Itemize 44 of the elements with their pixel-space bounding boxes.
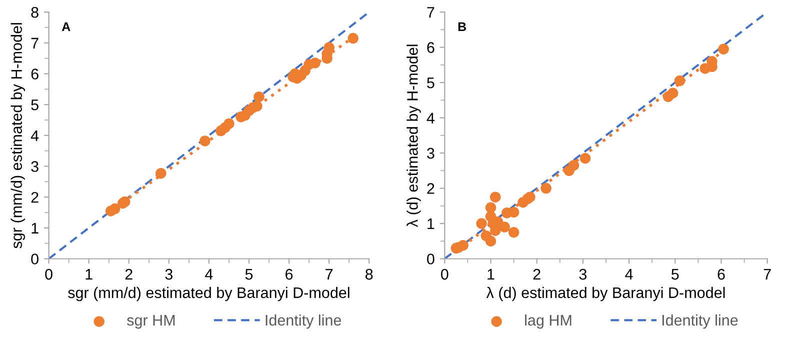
y-axis-title: λ (d) estimated by H-model bbox=[406, 44, 421, 227]
y-tick-label: 8 bbox=[31, 6, 38, 18]
legend-label: sgr HM bbox=[127, 314, 175, 329]
legend-label: Identity line bbox=[266, 314, 342, 329]
y-tick-label: 4 bbox=[426, 112, 434, 124]
x-tick-label: 7 bbox=[764, 269, 771, 280]
x-tick-label: 4 bbox=[205, 269, 213, 280]
y-tick-label: 2 bbox=[427, 183, 434, 194]
x-tick-label: 8 bbox=[366, 268, 373, 280]
y-tick-label: 0 bbox=[31, 254, 38, 264]
x-tick-label: 4 bbox=[625, 269, 633, 280]
y-tick-label: 3 bbox=[31, 161, 38, 172]
x-tick-label: 2 bbox=[125, 268, 132, 280]
y-tick-label: 1 bbox=[428, 218, 434, 230]
x-tick-label: 6 bbox=[718, 268, 725, 280]
x-tick-label: 5 bbox=[671, 269, 679, 280]
y-tick-label: 6 bbox=[427, 42, 434, 53]
y-tick-label: 7 bbox=[427, 7, 434, 18]
y-tick-label: 6 bbox=[31, 68, 38, 80]
x-tick-label: 0 bbox=[441, 268, 448, 280]
annotation: A bbox=[62, 22, 70, 31]
x-tick-label: 1 bbox=[488, 269, 494, 280]
y-tick-label: 3 bbox=[427, 148, 434, 159]
x-axis-title: λ (d) estimated by Baranyi D-model bbox=[486, 286, 725, 302]
y-tick-label: 0 bbox=[427, 254, 434, 264]
y-tick-label: 2 bbox=[31, 192, 38, 203]
x-tick-label: 5 bbox=[245, 269, 253, 280]
x-tick-label: 1 bbox=[86, 269, 92, 280]
y-axis-title: sgr (mm/d) estimated by H-model bbox=[10, 23, 26, 248]
y-tick-label: 4 bbox=[30, 130, 39, 141]
legend-label: Identity line bbox=[662, 314, 738, 329]
y-tick-label: 5 bbox=[31, 100, 38, 110]
x-tick-label: 2 bbox=[533, 268, 540, 280]
x-tick-label: 0 bbox=[45, 268, 52, 280]
x-tick-label: 6 bbox=[286, 268, 293, 280]
y-tick-label: 7 bbox=[31, 38, 38, 48]
legend-label: lag HM bbox=[525, 314, 572, 329]
x-tick-label: 3 bbox=[579, 268, 587, 280]
y-tick-label: 5 bbox=[427, 78, 434, 88]
y-tick-label: 1 bbox=[32, 222, 38, 234]
x-tick-label: 3 bbox=[165, 268, 172, 280]
x-axis-title: sgr (mm/d) estimated by Baranyi D-model bbox=[68, 286, 350, 302]
annotation: B bbox=[458, 22, 466, 31]
x-tick-label: 7 bbox=[326, 269, 333, 280]
